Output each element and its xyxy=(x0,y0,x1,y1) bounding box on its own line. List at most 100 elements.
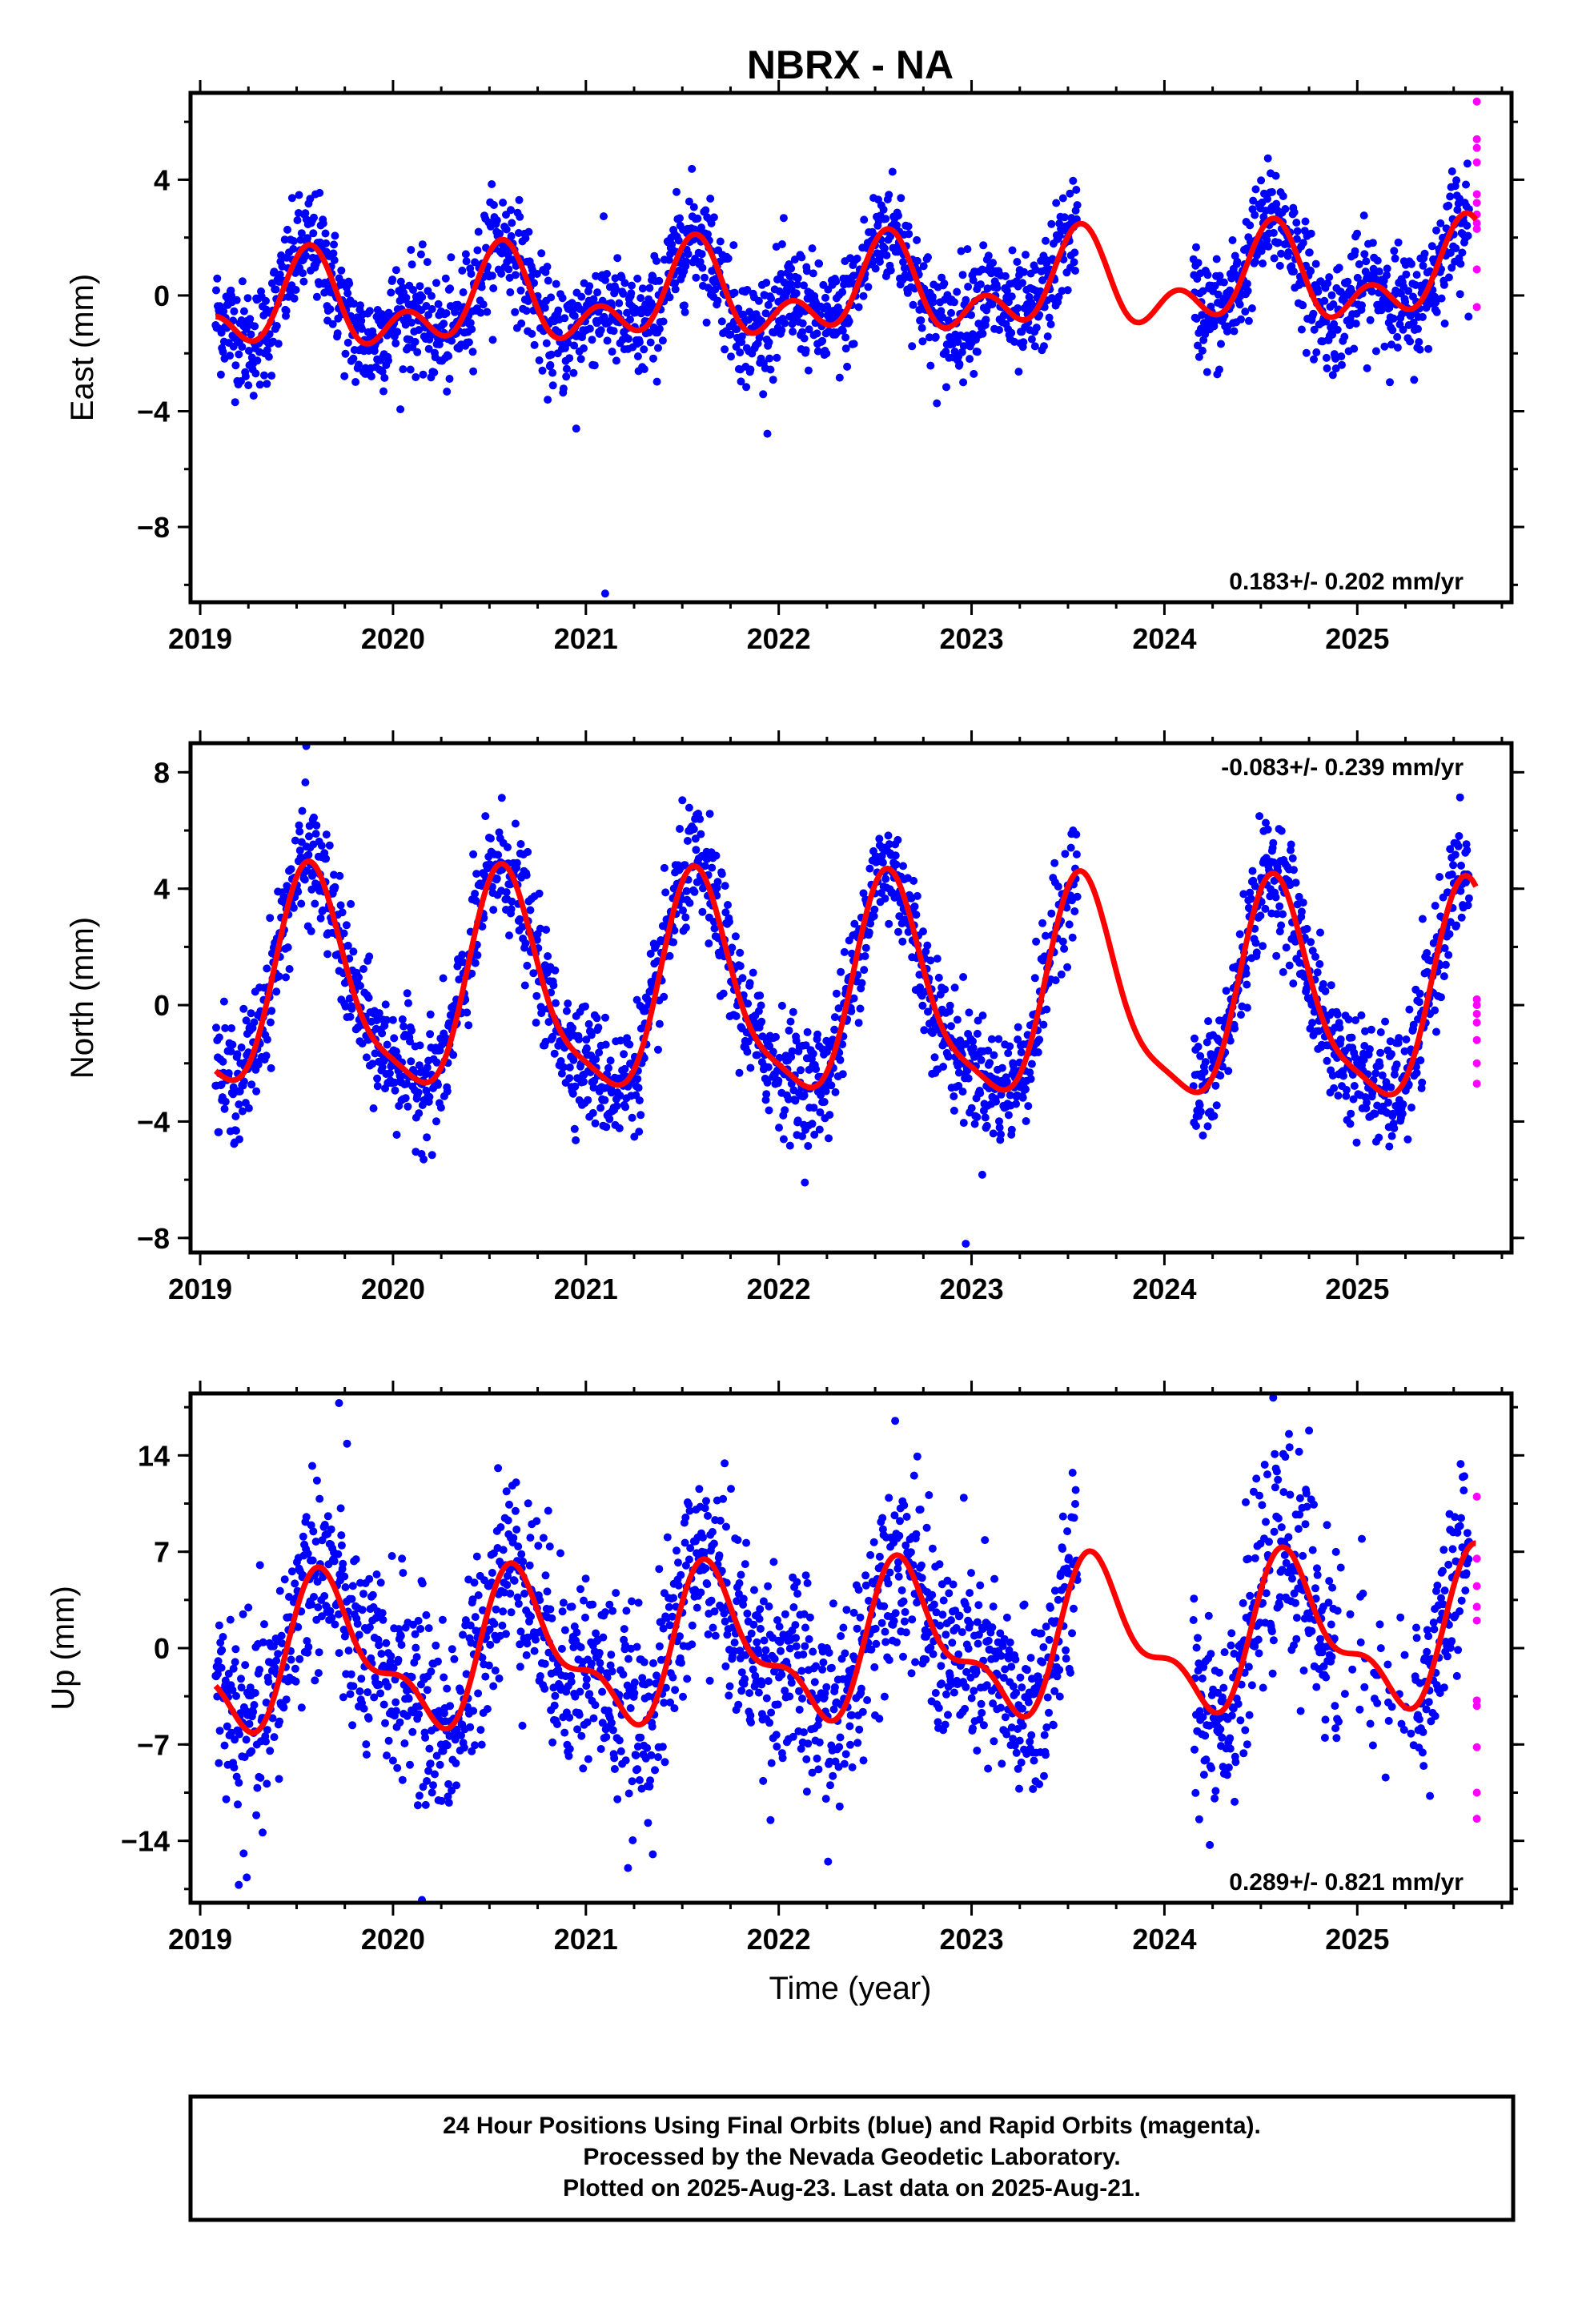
data-point xyxy=(1323,1056,1331,1065)
rapid-data-point xyxy=(1472,219,1481,227)
data-point xyxy=(220,1741,229,1750)
data-point xyxy=(933,399,942,408)
data-point xyxy=(469,850,478,858)
data-point xyxy=(237,1683,246,1692)
data-point xyxy=(529,969,538,978)
data-point xyxy=(831,1088,840,1096)
data-point xyxy=(731,932,740,941)
data-point xyxy=(791,1096,800,1105)
data-point xyxy=(483,308,492,316)
data-point xyxy=(1256,911,1265,920)
data-point xyxy=(289,237,298,245)
data-point xyxy=(627,289,636,298)
data-point xyxy=(392,1131,401,1139)
data-point xyxy=(391,1698,400,1707)
data-point xyxy=(1249,196,1258,205)
east-final-orbit-points xyxy=(211,154,1473,598)
data-point xyxy=(859,889,868,898)
data-point xyxy=(1007,1125,1016,1134)
data-point xyxy=(489,201,498,209)
data-point xyxy=(809,1104,818,1112)
data-point xyxy=(383,1015,391,1024)
data-point xyxy=(1435,873,1443,881)
data-point xyxy=(954,338,962,346)
data-point xyxy=(413,1801,422,1810)
data-point xyxy=(724,901,732,909)
data-point xyxy=(701,206,710,215)
data-point xyxy=(391,1086,400,1095)
data-point xyxy=(1394,238,1403,247)
data-point xyxy=(593,288,602,297)
data-point xyxy=(252,1811,261,1819)
data-point xyxy=(591,1119,600,1128)
data-point xyxy=(947,1022,955,1031)
data-point xyxy=(347,1594,356,1603)
data-point xyxy=(239,1004,248,1013)
data-point xyxy=(827,1081,836,1090)
data-point xyxy=(419,370,428,379)
data-point xyxy=(407,1057,416,1066)
data-point xyxy=(280,1575,289,1584)
data-point xyxy=(365,952,374,961)
data-point xyxy=(820,1098,829,1106)
data-point xyxy=(950,1106,958,1115)
data-point xyxy=(1030,342,1039,351)
data-point xyxy=(547,293,556,302)
data-point xyxy=(1002,1077,1011,1086)
data-point xyxy=(737,377,745,386)
data-point xyxy=(1285,961,1294,970)
data-point xyxy=(339,1693,347,1702)
data-point xyxy=(215,1759,223,1767)
data-point xyxy=(775,1124,783,1132)
data-point xyxy=(685,899,694,907)
data-point xyxy=(726,330,735,339)
data-point xyxy=(452,1781,460,1790)
data-point xyxy=(577,292,586,301)
data-point xyxy=(304,1642,313,1651)
data-point xyxy=(1350,1082,1359,1090)
data-point xyxy=(580,344,588,352)
data-point xyxy=(1310,325,1319,334)
data-point xyxy=(685,803,693,812)
data-point xyxy=(1233,257,1242,266)
data-point xyxy=(1072,830,1081,838)
data-point xyxy=(1014,368,1023,376)
data-point xyxy=(250,1018,259,1027)
data-point xyxy=(323,950,332,959)
data-point xyxy=(350,300,359,308)
data-point xyxy=(1251,185,1260,194)
data-point xyxy=(1410,376,1419,384)
data-point xyxy=(697,250,706,259)
data-point xyxy=(845,317,853,326)
data-point xyxy=(282,307,291,316)
data-point xyxy=(736,948,745,957)
data-point xyxy=(1445,930,1454,939)
data-point xyxy=(1226,1036,1235,1045)
data-point xyxy=(376,1578,385,1587)
data-point xyxy=(733,325,741,334)
data-point xyxy=(836,1055,845,1064)
data-point xyxy=(1418,1078,1427,1087)
data-point xyxy=(1235,930,1244,939)
data-point xyxy=(223,1722,231,1731)
data-point xyxy=(219,1057,227,1066)
data-point xyxy=(237,1043,246,1051)
data-point xyxy=(939,1063,948,1071)
data-point xyxy=(468,325,476,334)
data-point xyxy=(1068,933,1077,942)
data-point xyxy=(338,908,347,917)
data-point xyxy=(535,889,544,898)
data-point xyxy=(724,254,733,263)
data-point xyxy=(1319,979,1327,988)
data-point xyxy=(296,235,305,244)
data-point xyxy=(295,846,304,854)
data-point xyxy=(982,316,990,324)
data-point xyxy=(581,1002,589,1011)
data-point xyxy=(254,1060,263,1069)
data-point xyxy=(343,1439,351,1448)
rapid-data-point xyxy=(1472,1035,1481,1044)
data-point xyxy=(372,1570,381,1578)
data-point xyxy=(543,263,552,271)
y-tick-label: 4 xyxy=(154,873,170,906)
data-point xyxy=(473,951,482,959)
